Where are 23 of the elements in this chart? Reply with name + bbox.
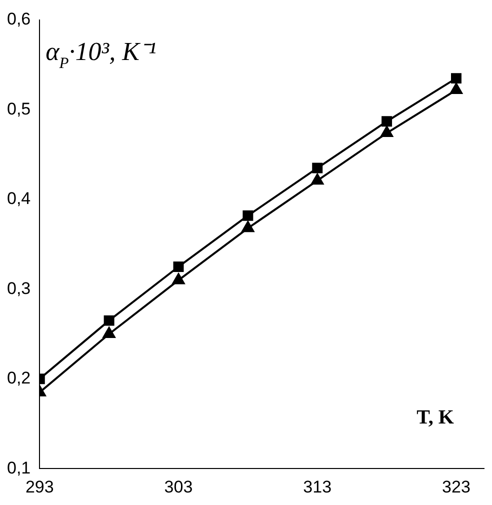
- y-tick-label: 0,4: [6, 189, 31, 208]
- x-axis-title: T, K: [416, 406, 454, 429]
- x-tick-label: 293: [25, 477, 54, 496]
- point: [311, 174, 324, 185]
- point: [102, 327, 116, 338]
- point: [450, 73, 462, 84]
- point: [172, 273, 185, 284]
- point: [382, 116, 392, 127]
- point: [450, 82, 462, 94]
- x-tick-label: 323: [442, 477, 470, 496]
- point: [380, 126, 393, 138]
- point: [104, 315, 114, 326]
- x-tick-label: 313: [303, 477, 332, 496]
- y-tick-label: 0,5: [6, 99, 31, 118]
- x-tick-label: 303: [164, 477, 193, 496]
- point: [173, 261, 184, 272]
- y-tick-label: 0,6: [6, 10, 31, 29]
- point: [312, 162, 323, 174]
- y-tick-label: 0,2: [6, 368, 31, 388]
- y-tick-label: 0,1: [6, 458, 31, 478]
- y-tick-label: 0,3: [6, 278, 31, 298]
- point: [242, 221, 254, 232]
- point: [242, 210, 254, 221]
